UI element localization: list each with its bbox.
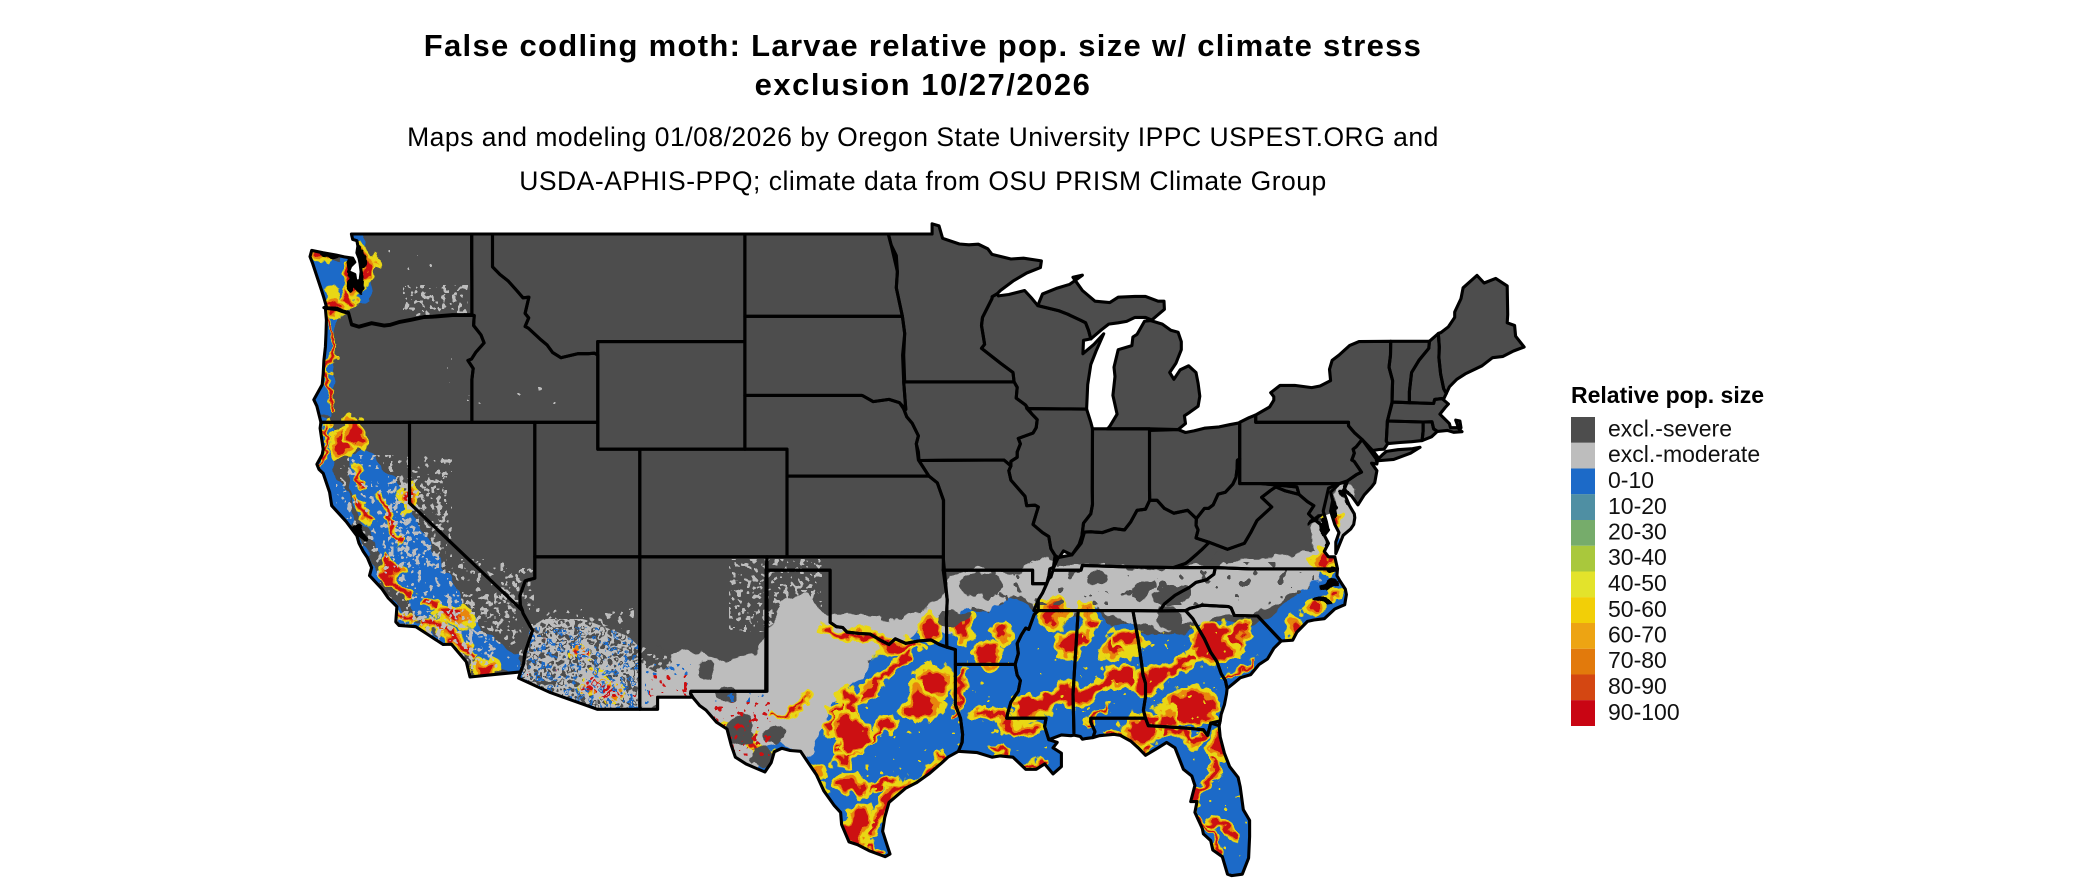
svg-text:40-50: 40-50 [1608, 570, 1667, 596]
svg-text:excl.-moderate: excl.-moderate [1608, 441, 1760, 467]
svg-text:excl.-severe: excl.-severe [1608, 416, 1732, 442]
svg-text:Maps and modeling 01/08/2026 b: Maps and modeling 01/08/2026 by Oregon S… [407, 122, 1439, 152]
svg-text:0-10: 0-10 [1608, 467, 1654, 493]
svg-text:70-80: 70-80 [1608, 647, 1667, 673]
svg-text:Relative pop. size: Relative pop. size [1571, 382, 1764, 408]
svg-text:80-90: 80-90 [1608, 673, 1667, 699]
svg-text:50-60: 50-60 [1608, 596, 1667, 622]
svg-text:USDA-APHIS-PPQ; climate data f: USDA-APHIS-PPQ; climate data from OSU PR… [519, 166, 1327, 196]
svg-text:30-40: 30-40 [1608, 544, 1667, 570]
svg-text:exclusion 10/27/2026: exclusion 10/27/2026 [755, 67, 1092, 102]
svg-text:90-100: 90-100 [1608, 699, 1680, 725]
svg-text:10-20: 10-20 [1608, 493, 1667, 519]
svg-text:60-70: 60-70 [1608, 622, 1667, 648]
svg-text:False codling moth: Larvae rel: False codling moth: Larvae relative pop.… [424, 28, 1422, 63]
svg-text:20-30: 20-30 [1608, 519, 1667, 545]
